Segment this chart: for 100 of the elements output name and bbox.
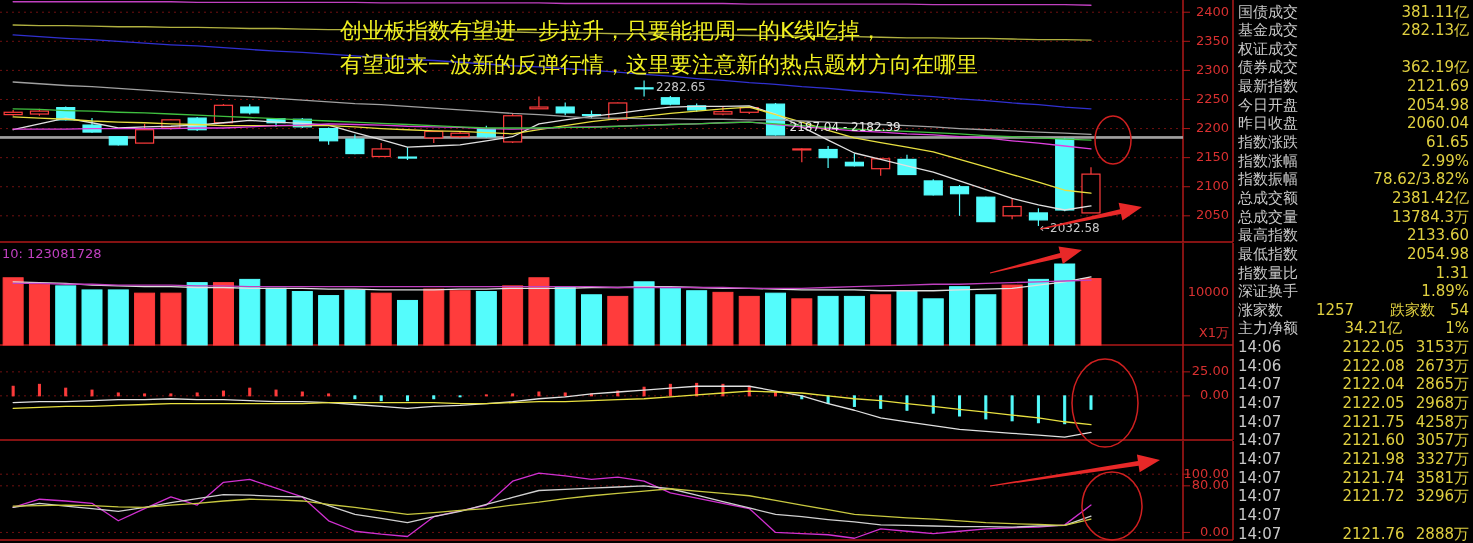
bar (423, 288, 445, 346)
bar (239, 278, 261, 346)
bar (291, 291, 313, 346)
text: 总成交额 2381.42亿 (1238, 188, 1469, 207)
y-tick-label: 2200 (1195, 120, 1229, 136)
bar (370, 292, 392, 346)
bar (765, 292, 787, 346)
text: 14:07 2121.72 3296万 (1238, 487, 1469, 506)
bar (64, 387, 68, 397)
bar (852, 395, 856, 407)
y-tick-label: 2050 (1195, 207, 1229, 223)
bar (659, 287, 681, 346)
text: 14:06 2122.08 2673万 (1238, 356, 1469, 375)
bar (1010, 395, 1014, 422)
bar (502, 285, 524, 346)
text: 14:07 (1238, 505, 1282, 524)
text: 14:07 2122.04 2865万 (1238, 375, 1469, 394)
bar (581, 294, 602, 346)
bar (449, 290, 471, 346)
y-tick-label: 2300 (1195, 61, 1229, 77)
line-series (12, 385, 1092, 438)
bar (221, 390, 225, 397)
bar (1054, 263, 1076, 346)
bar (28, 283, 50, 346)
bar (870, 294, 892, 346)
bar (554, 286, 576, 346)
text: 涨家数 1257 跌家数 54 (1238, 300, 1469, 319)
bar (984, 395, 988, 420)
bar (274, 389, 278, 397)
bar (879, 395, 883, 409)
bar (949, 286, 971, 346)
bar (922, 298, 944, 346)
annotation: 2282.65 (656, 79, 706, 94)
text: 10: 123081728 (2, 246, 102, 261)
text: 10000 (1187, 284, 1229, 299)
line-series (12, 81, 1092, 136)
text: 14:07 2121.76 2888万 (1238, 524, 1469, 543)
bar (958, 395, 962, 417)
bar (633, 281, 655, 346)
y-tick-label: 25.00 (1191, 363, 1229, 379)
annotation: ←2032.58 (1040, 220, 1100, 235)
bar (90, 389, 94, 397)
text: 权证成交 (1237, 39, 1298, 58)
bar (931, 395, 935, 414)
bar (975, 294, 997, 346)
bar (379, 395, 383, 402)
text: 14:07 2121.98 3327万 (1238, 449, 1469, 468)
bar (528, 277, 550, 346)
bar (607, 295, 629, 346)
bar (134, 292, 156, 346)
bar (1080, 278, 1102, 346)
bar (843, 295, 865, 346)
bar (344, 289, 366, 346)
text: 指数振幅 78.62/3.82% (1238, 170, 1469, 189)
bar (475, 291, 497, 346)
y-tick-label: 2100 (1195, 178, 1229, 194)
bar (712, 291, 734, 346)
bar (55, 285, 77, 346)
bar (686, 290, 708, 346)
text: 指数涨幅 2.99% (1238, 151, 1469, 170)
line-series (12, 390, 1092, 426)
bar (2, 277, 24, 346)
y-tick-label: 2350 (1195, 32, 1229, 48)
bar (107, 289, 129, 346)
bar (1089, 395, 1093, 410)
bar (405, 395, 409, 402)
bar (738, 295, 760, 346)
bar (318, 295, 340, 346)
text: 指数量比 1.31 (1238, 263, 1469, 282)
text: 总成交量 13784.3万 (1238, 207, 1469, 226)
bar (1063, 395, 1067, 425)
y-tick-label: 2400 (1195, 3, 1229, 19)
text: 国债成交 381.11亿 (1238, 2, 1469, 21)
text: 最低指数 2054.98 (1238, 244, 1469, 263)
text: X1万 (1198, 325, 1229, 340)
y-tick-label: 0.00 (1200, 387, 1229, 403)
text: 14:07 2122.05 2968万 (1238, 394, 1469, 412)
bar (791, 298, 813, 346)
y-tick-label: 2150 (1195, 149, 1229, 165)
bar (1001, 284, 1023, 346)
bar (905, 395, 909, 411)
bar (186, 282, 208, 346)
text: 昨日收盘 2060.04 (1238, 114, 1469, 133)
bar (396, 299, 418, 346)
y-tick-label: 0.00 (1200, 523, 1229, 539)
text: 深证换手 1.89% (1238, 282, 1469, 301)
text: 14:07 2121.74 3581万 (1238, 468, 1469, 487)
bar (160, 292, 182, 346)
bar (1027, 278, 1049, 346)
bar (265, 287, 287, 346)
text: 14:07 2121.75 4258万 (1238, 412, 1469, 431)
text: 最新指数 2121.69 (1238, 77, 1469, 96)
text: 14:07 2121.60 3057万 (1238, 431, 1469, 450)
bar (212, 282, 234, 346)
bar (81, 289, 103, 346)
text: 今日开盘 2054.98 (1238, 95, 1469, 114)
text: 主力净额 34.21亿 1% (1238, 319, 1469, 338)
bar (817, 295, 839, 346)
bar (37, 383, 41, 397)
bar (248, 387, 252, 397)
